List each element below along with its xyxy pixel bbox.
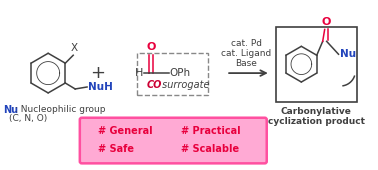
Text: # Safe: # Safe <box>98 144 133 155</box>
Bar <box>276 28 357 102</box>
Text: (C, N, O): (C, N, O) <box>9 114 47 123</box>
Text: cat. Pd: cat. Pd <box>231 39 262 48</box>
Text: cat. Ligand: cat. Ligand <box>222 49 271 58</box>
Text: X: X <box>71 43 78 53</box>
Text: : Nucleophilic group: : Nucleophilic group <box>14 105 105 114</box>
Text: Nu: Nu <box>341 49 356 59</box>
Text: CO: CO <box>147 80 163 90</box>
Text: surrogate: surrogate <box>159 80 209 90</box>
Text: OPh: OPh <box>170 68 191 78</box>
Text: O: O <box>146 42 156 52</box>
Text: Carbonylative
cyclization product: Carbonylative cyclization product <box>268 107 365 126</box>
Text: Base: Base <box>235 59 257 68</box>
Text: # Practical: # Practical <box>181 126 240 136</box>
Text: +: + <box>90 64 105 82</box>
Text: # Scalable: # Scalable <box>181 144 239 155</box>
Text: Nu: Nu <box>3 105 18 115</box>
Text: NuH: NuH <box>88 82 113 92</box>
Text: O: O <box>321 18 331 28</box>
Text: # General: # General <box>98 126 152 136</box>
Text: H: H <box>135 68 143 78</box>
FancyBboxPatch shape <box>80 118 267 163</box>
Bar <box>137 53 208 95</box>
